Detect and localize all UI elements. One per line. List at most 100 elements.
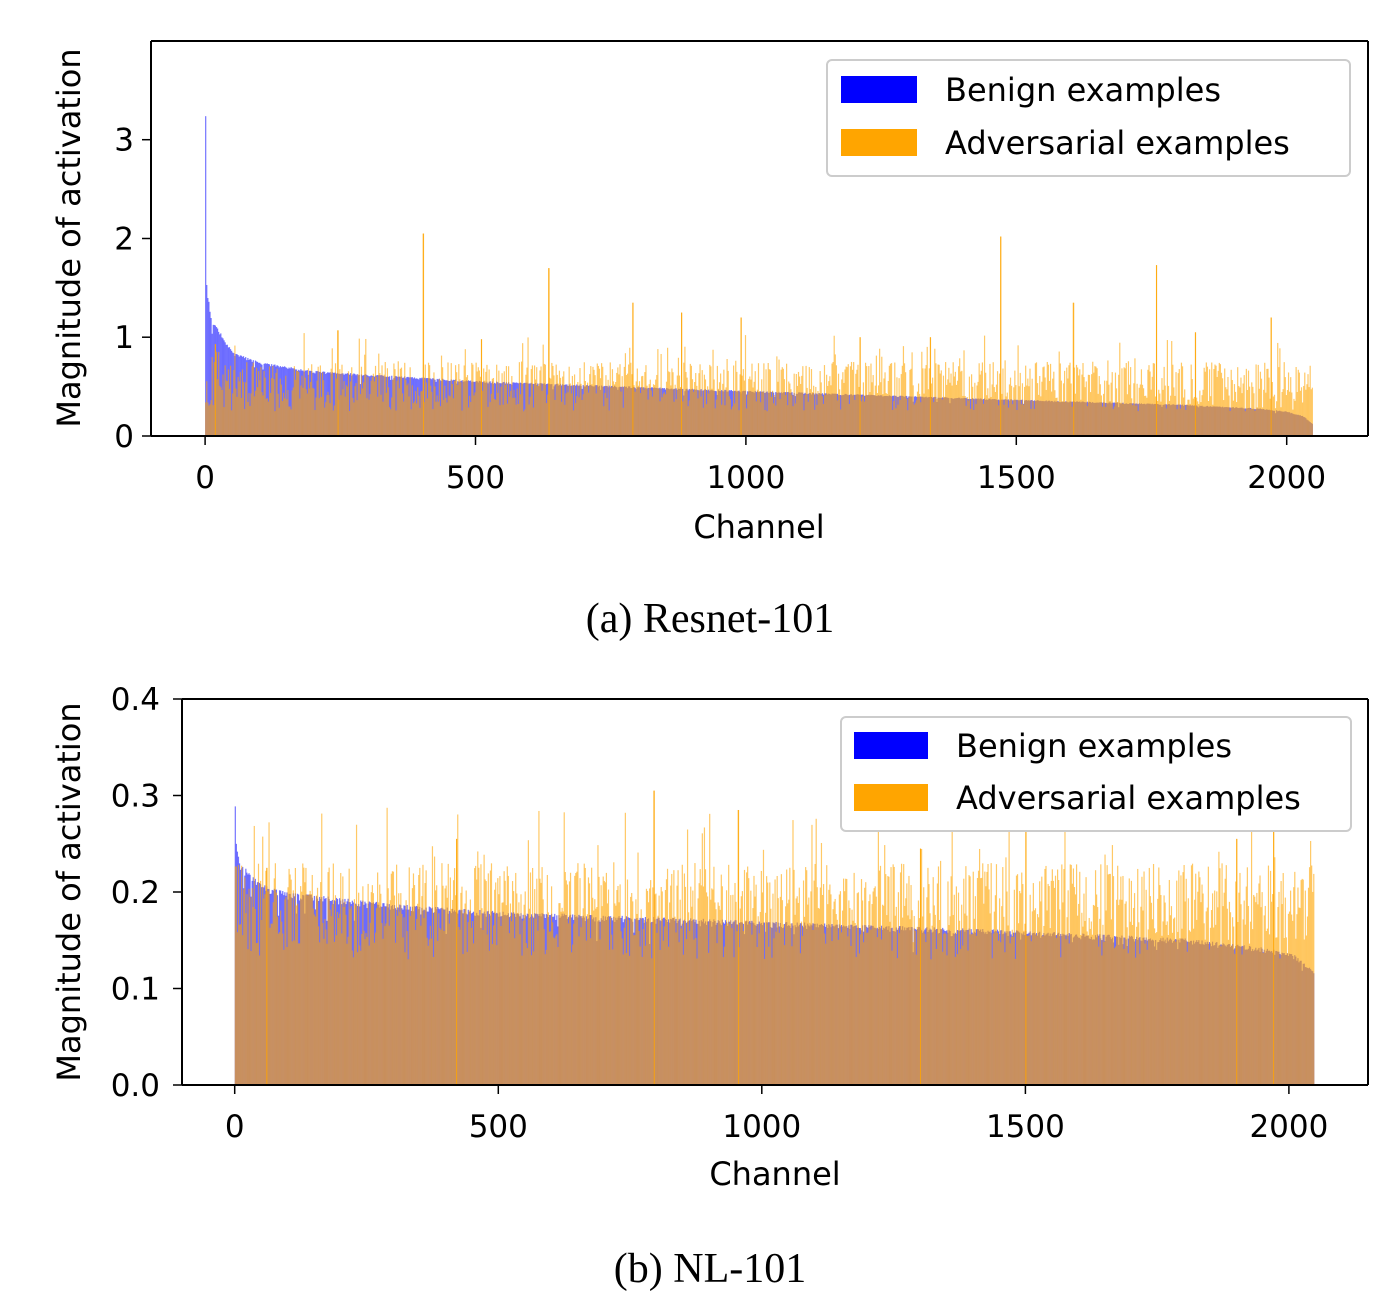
adversarial-bar [735,901,737,1085]
adversarial-bar [1294,400,1296,436]
adversarial-bar [949,382,951,436]
adversarial-bar [1121,899,1123,1085]
adversarial-bar [1178,870,1180,1085]
adversarial-bar [418,395,420,436]
adversarial-bar [1232,917,1234,1085]
adversarial-bar [300,385,302,436]
adversarial-bar [1040,396,1042,436]
adversarial-bar [499,405,501,436]
benign-bar [207,298,209,436]
adversarial-bar [1142,910,1144,1085]
adversarial-bar [443,399,445,436]
adversarial-bar [1041,876,1043,1085]
adversarial-bar [536,878,538,1085]
adversarial-bar [1073,887,1076,1085]
adversarial-bar [505,905,507,1085]
adversarial-bar [432,956,435,1085]
adversarial-bar [622,407,624,436]
adversarial-bar [1051,869,1053,1085]
adversarial-bar [474,392,476,436]
adversarial-bar [672,372,674,436]
adversarial-bar [567,923,570,1085]
adversarial-bar [510,390,512,436]
adversarial-bar [245,913,247,1085]
adversarial-bar [1019,890,1021,1085]
adversarial-bar [980,878,982,1085]
adversarial-bar [467,922,469,1085]
adversarial-bar [769,882,771,1085]
adversarial-bar [927,389,929,436]
adversarial-bar [285,375,287,436]
adversarial-bar [1070,864,1072,1085]
adversarial-bar [1065,939,1067,1085]
adversarial-bar [283,949,285,1085]
adversarial-bar [1151,376,1153,436]
adversarial-bar [315,397,317,436]
adversarial-bar [278,932,281,1085]
adversarial-bar [402,937,404,1085]
adversarial-bar [1022,404,1025,436]
adversarial-bar [270,923,272,1085]
adversarial-bar [648,384,650,436]
adversarial-bar [313,388,315,436]
adversarial-bar [329,403,331,436]
adversarial-bar [755,884,757,1085]
adversarial-bar [916,391,919,436]
adversarial-bar [373,381,376,436]
adversarial-bar [807,401,809,436]
adversarial-bar [253,825,255,1085]
adversarial-bar [292,890,294,1085]
adversarial-bar [1102,393,1105,436]
adversarial-bar [1107,360,1109,436]
adversarial-bar [833,335,835,436]
adversarial-bar [929,913,931,1085]
adversarial-bar [787,405,789,436]
adversarial-bar [1091,934,1093,1085]
adversarial-bar [893,866,895,1085]
adversarial-bar [438,379,440,436]
adversarial-bar [817,390,819,436]
adversarial-bar [1221,863,1223,1085]
adversarial-bar [863,401,866,436]
adversarial-bar [1026,935,1028,1085]
adversarial-bar [598,876,600,1085]
adversarial-bar [958,366,960,436]
adversarial-bar [677,357,680,436]
adversarial-bar [472,943,475,1085]
adversarial-bar [1276,401,1278,436]
adversarial-bar [524,891,526,1085]
adversarial-bar [1140,906,1142,1085]
adversarial-bar [812,929,814,1085]
adversarial-bar [343,906,345,1085]
adversarial-bar [579,878,581,1085]
adversarial-bar [460,382,462,436]
adversarial-bar [1213,369,1215,436]
adversarial-bar [1258,883,1260,1085]
adversarial-bar [673,870,675,1085]
adversarial-bar [633,385,635,436]
adversarial-bar [990,863,992,1085]
adversarial-bar [953,376,955,436]
adversarial-bar [995,864,998,1085]
adversarial-bar [1245,368,1247,436]
adversarial-bar [401,913,403,1085]
benign-bar [247,357,249,436]
adversarial-bar [397,915,399,1085]
adversarial-bar [554,938,556,1085]
adversarial-bar [420,391,422,436]
adversarial-bar [865,882,867,1085]
adversarial-bar [905,372,907,436]
adversarial-bar [607,379,609,436]
adversarial-bar [973,918,975,1085]
adversarial-bar [760,402,762,436]
adversarial-bar [491,944,494,1085]
adversarial-bar [1186,404,1188,436]
adversarial-bar [877,385,880,436]
adversarial-bar [629,347,631,436]
adversarial-bar [1048,380,1051,436]
adversarial-bar [793,373,795,436]
adversarial-bar [862,382,865,436]
adversarial-bar [738,947,740,1085]
adversarial-bar [1061,401,1064,436]
adversarial-bar [238,381,240,436]
